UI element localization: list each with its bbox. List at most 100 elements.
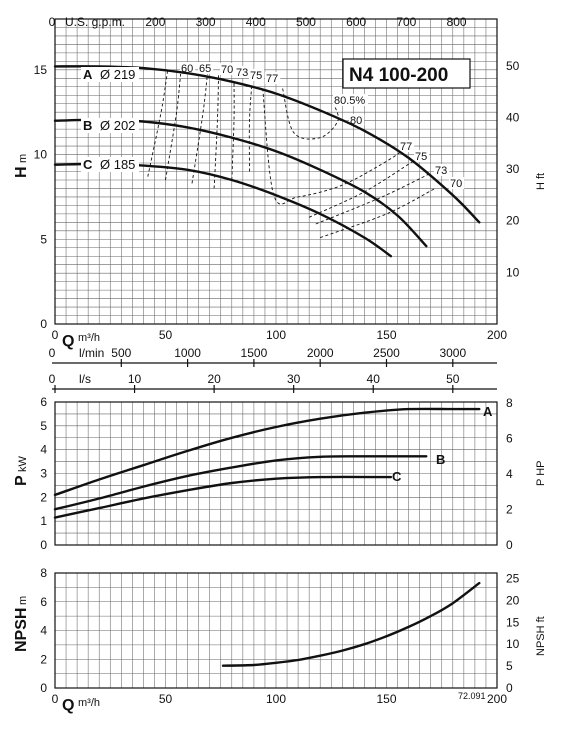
lmin-tick-label: 1000 xyxy=(174,346,201,360)
y-tick-label: 5 xyxy=(40,232,47,246)
efficiency-curve-65 xyxy=(165,69,182,181)
top-axis-tick-label: 300 xyxy=(196,15,216,29)
top-axis-tick-label: 500 xyxy=(296,15,316,29)
npsh-y2-tick-label: 10 xyxy=(506,637,520,651)
efficiency-label: 77 xyxy=(266,73,278,85)
power-y-tick-label: 1 xyxy=(40,514,47,528)
plot-frame xyxy=(54,401,498,546)
efficiency-label: 60 xyxy=(181,63,193,75)
y2-tick-label: 40 xyxy=(506,110,520,124)
frame-layer xyxy=(54,18,498,689)
power-y2-axis-label: P HP xyxy=(535,461,547,486)
plot-frame xyxy=(54,572,498,689)
lmin-axis-zero: 0 xyxy=(49,346,56,360)
power-y-tick-label: 0 xyxy=(40,538,47,552)
efficiency-label: 70 xyxy=(450,178,462,190)
power-y2-tick-label: 6 xyxy=(506,431,513,445)
y-axis-unit: m xyxy=(17,154,29,163)
x-tick-label: 150 xyxy=(376,328,396,342)
npsh-x-tick-label: 100 xyxy=(266,692,286,706)
efficiency-label-bg xyxy=(198,62,214,74)
head-curve-label-bg xyxy=(81,118,139,133)
npsh-x-axis-unit: m³/h xyxy=(78,697,100,709)
ls-tick-label: 0 xyxy=(49,372,56,386)
npsh-y2-axis-label: NPSH ft xyxy=(535,616,547,656)
npsh-y-axis-label: NPSH xyxy=(13,608,30,652)
lmin-tick-label: 2500 xyxy=(373,346,400,360)
y2-tick-label: 10 xyxy=(506,265,520,279)
efficiency-label: 73 xyxy=(236,67,248,79)
efficiency-label-bg xyxy=(399,140,415,152)
efficiency-label: 70 xyxy=(221,64,233,76)
lmin-tick-label: 3000 xyxy=(439,346,466,360)
x-axis-label: Q xyxy=(62,333,74,350)
top-axis-tick-label: 600 xyxy=(346,15,366,29)
efficiency-label: 77 xyxy=(400,141,412,153)
npsh-y2-tick-label: 25 xyxy=(506,571,520,585)
head-curve-label-bg xyxy=(81,67,139,82)
lmin-axis-label: l/min xyxy=(79,346,104,360)
npsh-y-tick-label: 6 xyxy=(40,595,47,609)
power-curve-letter: B xyxy=(436,452,445,467)
efficiency-label-bg xyxy=(333,94,368,106)
y2-tick-label: 30 xyxy=(506,162,520,176)
efficiency-curve-70-right xyxy=(320,188,436,239)
top-axis-tick-label: 700 xyxy=(396,15,416,29)
efficiency-label-bg xyxy=(349,114,365,126)
power-y-tick-label: 3 xyxy=(40,467,47,481)
power-y-tick-label: 5 xyxy=(40,419,47,433)
efficiency-label-bg xyxy=(249,69,265,81)
plot-frame xyxy=(54,18,498,325)
npsh-x-tick-label: 150 xyxy=(376,692,396,706)
ls-tick-label: 50 xyxy=(446,372,460,386)
head-curve-letter: B xyxy=(83,118,92,133)
efficiency-label-bg xyxy=(434,164,450,176)
npsh-y-tick-label: 2 xyxy=(40,652,47,666)
head-curve-letter: C xyxy=(83,157,93,172)
ls-tick-label: 30 xyxy=(287,372,301,386)
power-y-tick-label: 2 xyxy=(40,490,47,504)
power-curve-B xyxy=(53,455,428,511)
npsh-x-axis-label: Q xyxy=(62,697,74,714)
y-axis-label: H xyxy=(13,166,30,178)
ls-tick-label: 40 xyxy=(367,372,381,386)
npsh-x-tick-label: 50 xyxy=(159,692,173,706)
top-axis-tick-label: 200 xyxy=(145,15,165,29)
power-curve-letter: C xyxy=(392,469,402,484)
power-y2-tick-label: 0 xyxy=(506,538,513,552)
power-y-tick-label: 6 xyxy=(40,395,47,409)
chart-title-box xyxy=(342,58,471,89)
npsh-y2-tick-label: 5 xyxy=(506,659,513,673)
head-curve-C xyxy=(53,162,393,258)
y2-tick-label: 50 xyxy=(506,59,520,73)
efficiency-curve-75 xyxy=(231,81,235,181)
npsh-y-axis-unit: m xyxy=(17,596,29,605)
top-axis-tick-label: 800 xyxy=(447,15,467,29)
efficiency-label: 75 xyxy=(250,70,262,82)
npsh-curve xyxy=(221,581,481,667)
y-tick-label: 15 xyxy=(34,63,48,77)
top-axis-zero: 0 xyxy=(49,15,56,29)
label-layer: N4 100-200 72.091 HmH ftQ m³/h60 65 70 73 75 7… xyxy=(13,63,547,714)
efficiency-label: 73 xyxy=(435,165,447,177)
lmin-tick-label: 2000 xyxy=(307,346,334,360)
efficiency-label: 80 xyxy=(350,115,362,127)
chart-title: N4 100-200 xyxy=(349,65,448,86)
npsh-y-tick-label: 4 xyxy=(40,624,47,638)
npsh-y2-tick-label: 15 xyxy=(506,615,520,629)
top-axis-label: U.S. g.p.m. xyxy=(65,15,125,29)
efficiency-curve-70 xyxy=(191,73,208,184)
x-tick-label: 50 xyxy=(159,328,173,342)
efficiency-layer xyxy=(147,62,465,239)
power-y-axis-label: P xyxy=(13,475,30,486)
power-y2-tick-label: 2 xyxy=(506,502,513,516)
power-y-tick-label: 4 xyxy=(40,443,47,457)
footnote: 72.091 xyxy=(458,691,486,701)
y2-tick-label: 20 xyxy=(506,214,520,228)
power-curve-C xyxy=(53,475,393,519)
head-curve-letter: A xyxy=(83,67,93,82)
npsh-y-tick-label: 0 xyxy=(40,681,47,695)
lmin-tick-label: 1500 xyxy=(241,346,268,360)
